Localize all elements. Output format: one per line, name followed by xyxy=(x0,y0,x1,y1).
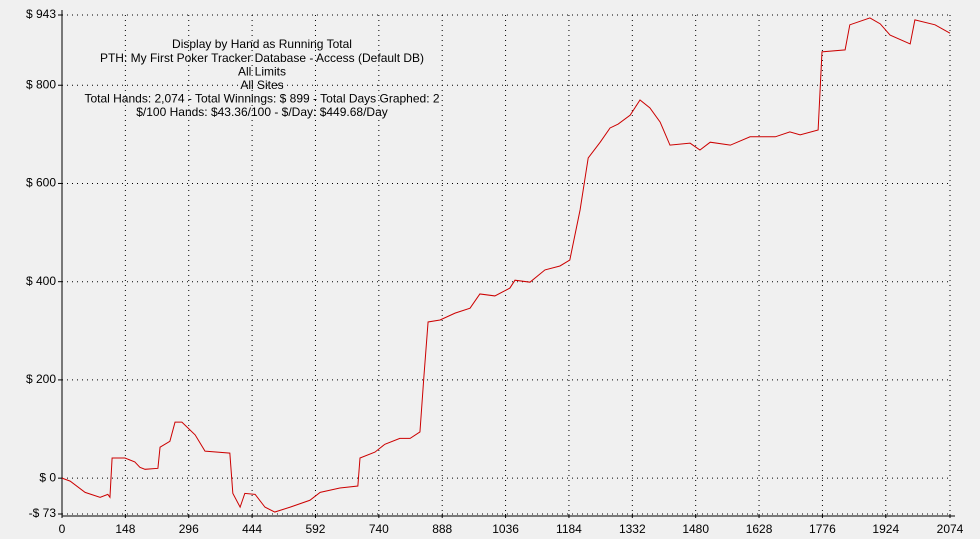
annotation: All Sites xyxy=(240,78,283,92)
x-tick-label: 1776 xyxy=(809,522,836,536)
x-tick-label: 1480 xyxy=(682,522,709,536)
x-tick-label: 1924 xyxy=(872,522,899,536)
y-tick-label: $ 400 xyxy=(26,274,56,288)
line-series xyxy=(61,17,951,513)
y-tick-label: -$ 73 xyxy=(29,506,57,520)
y-tick-label: $ 600 xyxy=(26,176,56,190)
annotation: $/100 Hands: $43.36/100 - $/Day: $449.68… xyxy=(136,105,388,119)
y-tick-label: $ 200 xyxy=(26,372,56,386)
x-tick-label: 1628 xyxy=(746,522,773,536)
y-tick-label: $ 0 xyxy=(39,470,56,484)
x-tick-label: 296 xyxy=(179,522,199,536)
annotation: Display by Hand as Running Total xyxy=(172,37,352,51)
x-tick-label: 148 xyxy=(115,522,135,536)
x-tick-label: 592 xyxy=(305,522,325,536)
x-tick-label: 740 xyxy=(369,522,389,536)
x-tick-label: 1036 xyxy=(492,522,519,536)
annotation: Total Hands: 2,074 - Total Winnings: $ 8… xyxy=(84,92,439,106)
y-tick-label: $ 800 xyxy=(26,77,56,91)
x-tick-label: 444 xyxy=(242,522,262,536)
x-tick-label: 888 xyxy=(432,522,452,536)
x-tick-label: 1184 xyxy=(556,522,582,536)
y-tick-label: $ 943 xyxy=(26,7,56,21)
x-tick-label: 0 xyxy=(59,522,66,536)
x-tick-label: 1332 xyxy=(619,522,646,536)
annotation: PTH: My First Poker Tracker Database - A… xyxy=(100,51,424,65)
annotation: All Limits xyxy=(238,64,286,78)
x-tick-label: 2074 xyxy=(937,522,964,536)
